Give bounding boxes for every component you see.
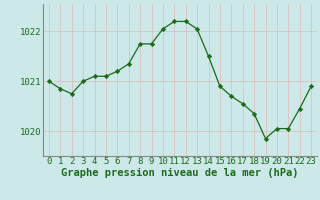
X-axis label: Graphe pression niveau de la mer (hPa): Graphe pression niveau de la mer (hPa): [61, 168, 299, 178]
